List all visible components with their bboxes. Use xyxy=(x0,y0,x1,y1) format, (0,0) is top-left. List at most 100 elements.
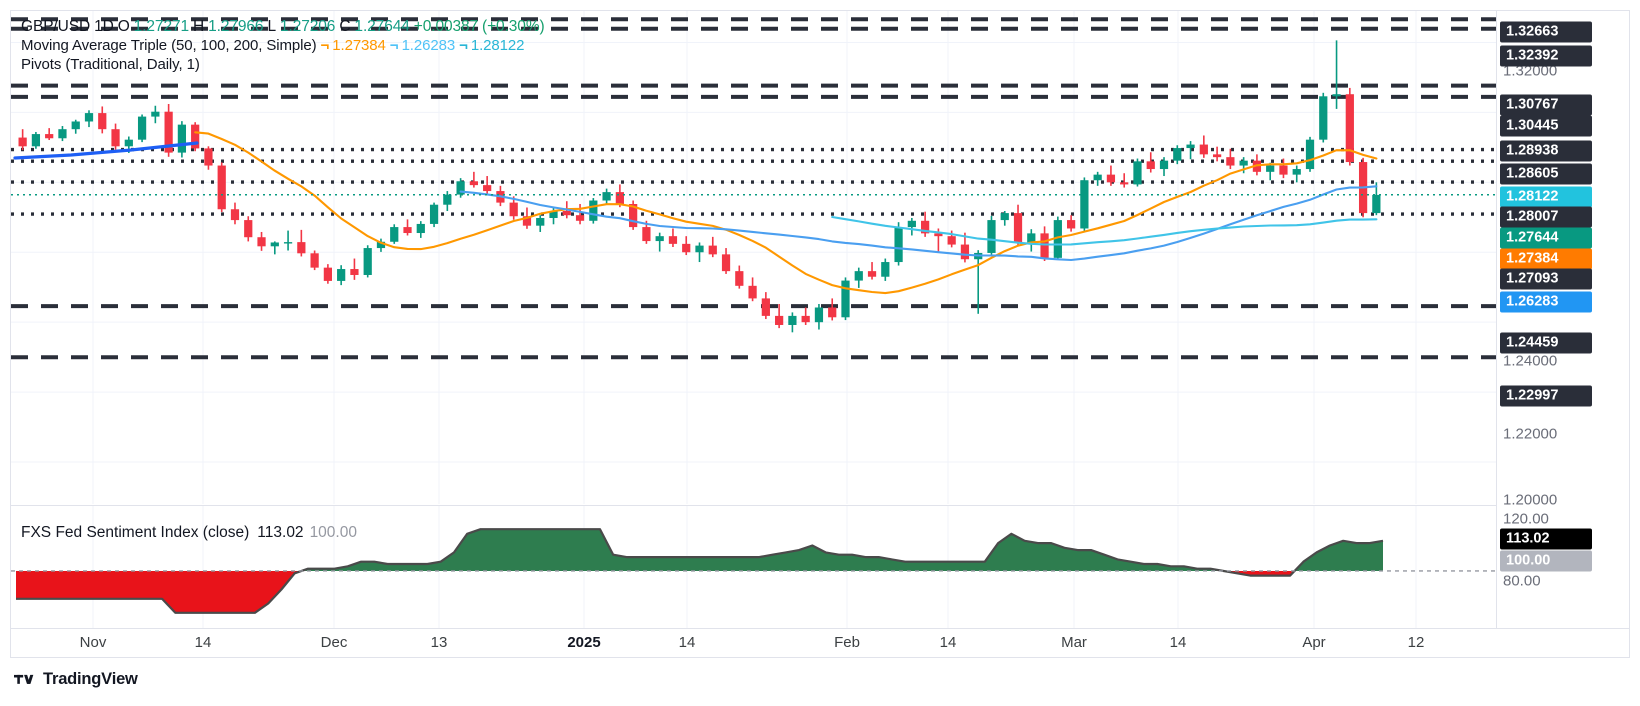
candle-body xyxy=(589,200,598,221)
candle-body xyxy=(191,124,200,149)
time-axis-tick: Nov xyxy=(79,634,107,651)
ma-200-line xyxy=(831,215,1378,246)
price-axis-badge[interactable]: 1.28605 xyxy=(1500,163,1592,185)
price-axis-badge[interactable]: 1.32663 xyxy=(1500,21,1592,43)
time-axis-tick: 13 xyxy=(430,634,448,651)
candle-body xyxy=(350,269,359,275)
candle-body xyxy=(668,236,678,244)
candle-body xyxy=(947,236,956,245)
candle-body xyxy=(217,165,226,210)
candle-body xyxy=(536,217,545,226)
time-axis[interactable]: Nov 14 Dec 13 2025 14 Feb 14 Mar 14 Apr 12 xyxy=(11,628,1629,657)
price-axis-tick: 1.24000 xyxy=(1503,352,1558,370)
candle-body xyxy=(151,111,160,117)
candle-body xyxy=(283,242,293,244)
candle-body xyxy=(31,134,41,147)
candle-body xyxy=(429,204,439,224)
price-axis-badge[interactable]: 1.22997 xyxy=(1500,385,1592,407)
candlestick-series xyxy=(18,40,1381,333)
candle-body xyxy=(1013,213,1023,243)
candle-body xyxy=(695,245,704,253)
ma-100-line xyxy=(459,185,1378,262)
candle-body xyxy=(337,269,346,281)
candle-body xyxy=(1027,233,1036,243)
candle-body xyxy=(58,129,67,139)
candle-body xyxy=(708,245,717,255)
candle-body xyxy=(1319,96,1328,140)
price-axis-badge[interactable]: 113.02 xyxy=(1500,528,1592,550)
time-axis-tick: 12 xyxy=(1407,634,1425,651)
candle-body xyxy=(443,194,452,205)
price-axis-badge[interactable]: 1.32392 xyxy=(1500,45,1592,67)
candle-body xyxy=(363,248,372,275)
candle-body xyxy=(854,271,863,281)
candle-body xyxy=(376,241,386,249)
candle-body xyxy=(960,244,970,260)
time-axis-tick: 2025 xyxy=(567,634,601,651)
tradingview-brand-label: TradingView xyxy=(43,670,138,688)
candle-body xyxy=(456,181,465,195)
candle-body xyxy=(867,271,877,277)
sentiment-chart-canvas xyxy=(11,506,1496,628)
candle-body xyxy=(775,315,784,325)
candle-body xyxy=(297,242,306,254)
sentiment-line xyxy=(16,528,1384,614)
candle-body xyxy=(655,236,664,242)
chart-frame: FXS Fed Sentiment Index (close) 113.02 100… xyxy=(10,10,1630,658)
candle-body xyxy=(934,233,943,237)
price-axis-badge[interactable]: 1.28122 xyxy=(1500,186,1592,208)
candle-body xyxy=(1345,94,1354,163)
price-axis-badge[interactable]: 1.30767 xyxy=(1500,94,1592,116)
price-axis-badge[interactable]: 1.28007 xyxy=(1500,206,1592,228)
price-axis-badge[interactable]: 1.27644 xyxy=(1500,227,1592,249)
candle-body xyxy=(721,254,731,272)
price-axis-badge[interactable]: 1.27384 xyxy=(1500,248,1592,270)
indicator-pane[interactable]: FXS Fed Sentiment Index (close) 113.02 100… xyxy=(11,505,1496,628)
candle-body xyxy=(1120,182,1129,185)
candle-body xyxy=(841,280,850,318)
price-axis-tick: 1.32000 xyxy=(1503,62,1558,80)
price-axis[interactable]: 1.32000 1.24000 1.22000 1.20000 120.00 80.00 1… xyxy=(1496,11,1629,628)
candle-body xyxy=(483,185,492,192)
candle-body xyxy=(257,237,266,247)
candle-body xyxy=(735,271,744,286)
time-axis-tick: Apr xyxy=(1302,634,1326,651)
candle-body xyxy=(987,220,996,253)
candle-body xyxy=(828,307,837,318)
time-axis-tick: 14 xyxy=(678,634,696,651)
price-axis-badge[interactable]: 1.26283 xyxy=(1500,291,1592,313)
candle-body xyxy=(403,227,412,234)
time-axis-tick: Mar xyxy=(1061,634,1087,651)
candle-body xyxy=(469,181,478,186)
candle-body xyxy=(602,192,611,201)
price-axis-badge[interactable]: 1.27093 xyxy=(1500,268,1592,290)
price-axis-badge[interactable]: 1.30445 xyxy=(1500,115,1592,137)
candle-body xyxy=(761,298,770,316)
candle-body xyxy=(907,220,916,228)
candle-body xyxy=(814,307,824,323)
candle-body xyxy=(629,204,638,228)
candle-body xyxy=(164,111,173,153)
candle-body xyxy=(522,216,532,226)
price-pane[interactable] xyxy=(11,11,1496,504)
price-axis-badge[interactable]: 1.24459 xyxy=(1500,332,1592,354)
indicator-axis-tick: 80.00 xyxy=(1503,572,1541,590)
candle-body xyxy=(801,315,810,323)
candle-body xyxy=(1093,174,1102,181)
candle-body xyxy=(748,285,757,299)
price-axis-badge[interactable]: 1.28938 xyxy=(1500,140,1592,162)
candle-body xyxy=(642,227,651,242)
candle-body xyxy=(788,315,797,325)
candle-body xyxy=(1080,180,1089,229)
candle-body xyxy=(270,242,279,247)
time-axis-tick: Dec xyxy=(320,634,348,651)
candle-body xyxy=(1279,165,1288,175)
candle-body xyxy=(1146,161,1155,170)
price-axis-badge[interactable]: 100.00 xyxy=(1500,550,1592,572)
price-chart-canvas xyxy=(11,11,1496,504)
time-axis-tick: 14 xyxy=(939,634,957,651)
plot-area[interactable]: FXS Fed Sentiment Index (close) 113.02 100… xyxy=(11,11,1496,628)
candle-body xyxy=(1173,148,1182,161)
candle-body xyxy=(1053,220,1062,258)
